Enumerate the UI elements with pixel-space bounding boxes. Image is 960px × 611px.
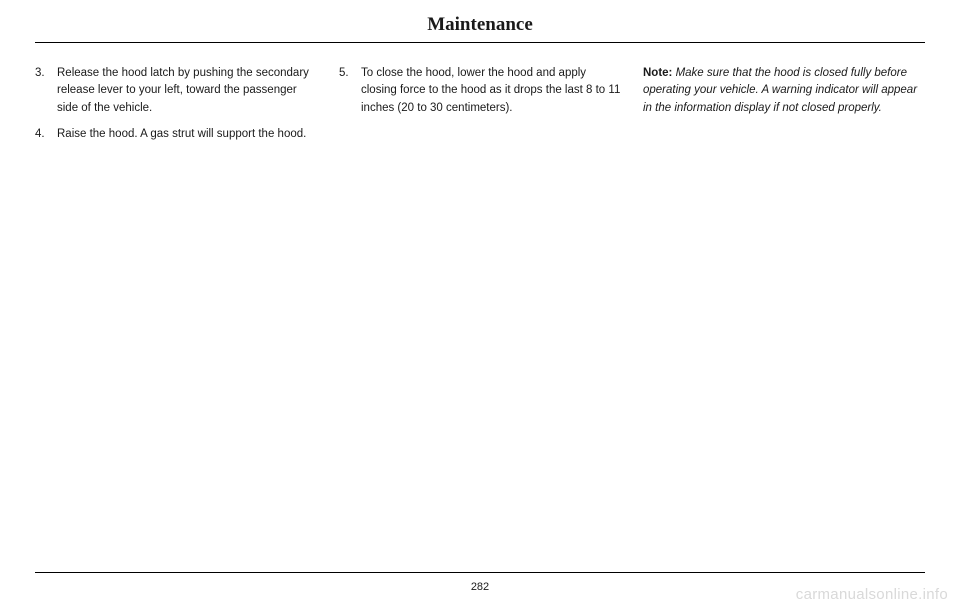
note-label: Note: bbox=[643, 67, 672, 79]
content-area: 3. Release the hood latch by pushing the… bbox=[0, 43, 960, 152]
list-text: To close the hood, lower the hood and ap… bbox=[361, 65, 621, 117]
list-number: 4. bbox=[35, 126, 57, 143]
list-text: Release the hood latch by pushing the se… bbox=[57, 65, 317, 117]
footer-rule bbox=[35, 572, 925, 573]
note-paragraph: Note: Make sure that the hood is closed … bbox=[643, 65, 925, 117]
column-3: Note: Make sure that the hood is closed … bbox=[643, 65, 925, 152]
list-number: 5. bbox=[339, 65, 361, 117]
list-item: 4. Raise the hood. A gas strut will supp… bbox=[35, 126, 317, 143]
list-number: 3. bbox=[35, 65, 57, 117]
list-text: Raise the hood. A gas strut will support… bbox=[57, 126, 317, 143]
watermark: carmanualsonline.info bbox=[796, 586, 948, 603]
note-text: Make sure that the hood is closed fully … bbox=[643, 67, 917, 114]
column-2: 5. To close the hood, lower the hood and… bbox=[339, 65, 621, 152]
column-1: 3. Release the hood latch by pushing the… bbox=[35, 65, 317, 152]
page-title: Maintenance bbox=[0, 0, 960, 42]
list-item: 3. Release the hood latch by pushing the… bbox=[35, 65, 317, 117]
list-item: 5. To close the hood, lower the hood and… bbox=[339, 65, 621, 117]
